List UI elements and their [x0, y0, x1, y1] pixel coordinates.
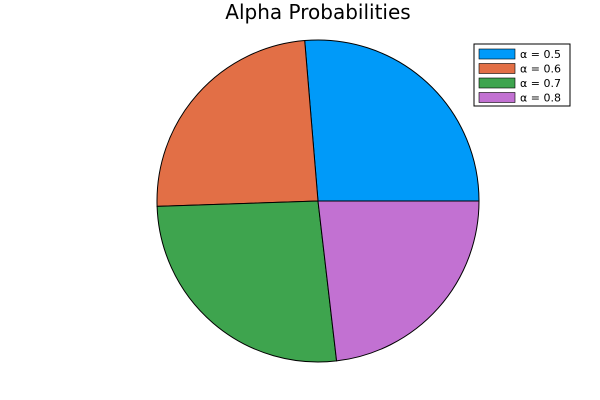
legend-swatch-4 — [478, 92, 516, 103]
chart-title: Alpha Probabilities — [225, 0, 410, 24]
legend-label-3: α = 0.7 — [520, 77, 561, 90]
pie-slice-3 — [156, 200, 338, 363]
legend-label-1: α = 0.5 — [520, 48, 561, 61]
pie-slices — [156, 39, 480, 363]
legend: α = 0.5 α = 0.6α = 0.7 α = 0.8 — [473, 43, 571, 107]
legend-items: α = 0.5 α = 0.6α = 0.7 α = 0.8 — [478, 48, 561, 105]
pie-slice-2 — [156, 40, 319, 207]
legend-swatch-3 — [478, 77, 516, 89]
legend-label-2: α = 0.6 — [520, 63, 561, 76]
legend-swatch-1 — [478, 48, 516, 60]
pie-slice-4 — [317, 200, 480, 362]
legend-label-4: α = 0.8 — [520, 92, 561, 105]
legend-swatch-2 — [478, 63, 516, 74]
pie-slice-1 — [304, 39, 480, 202]
